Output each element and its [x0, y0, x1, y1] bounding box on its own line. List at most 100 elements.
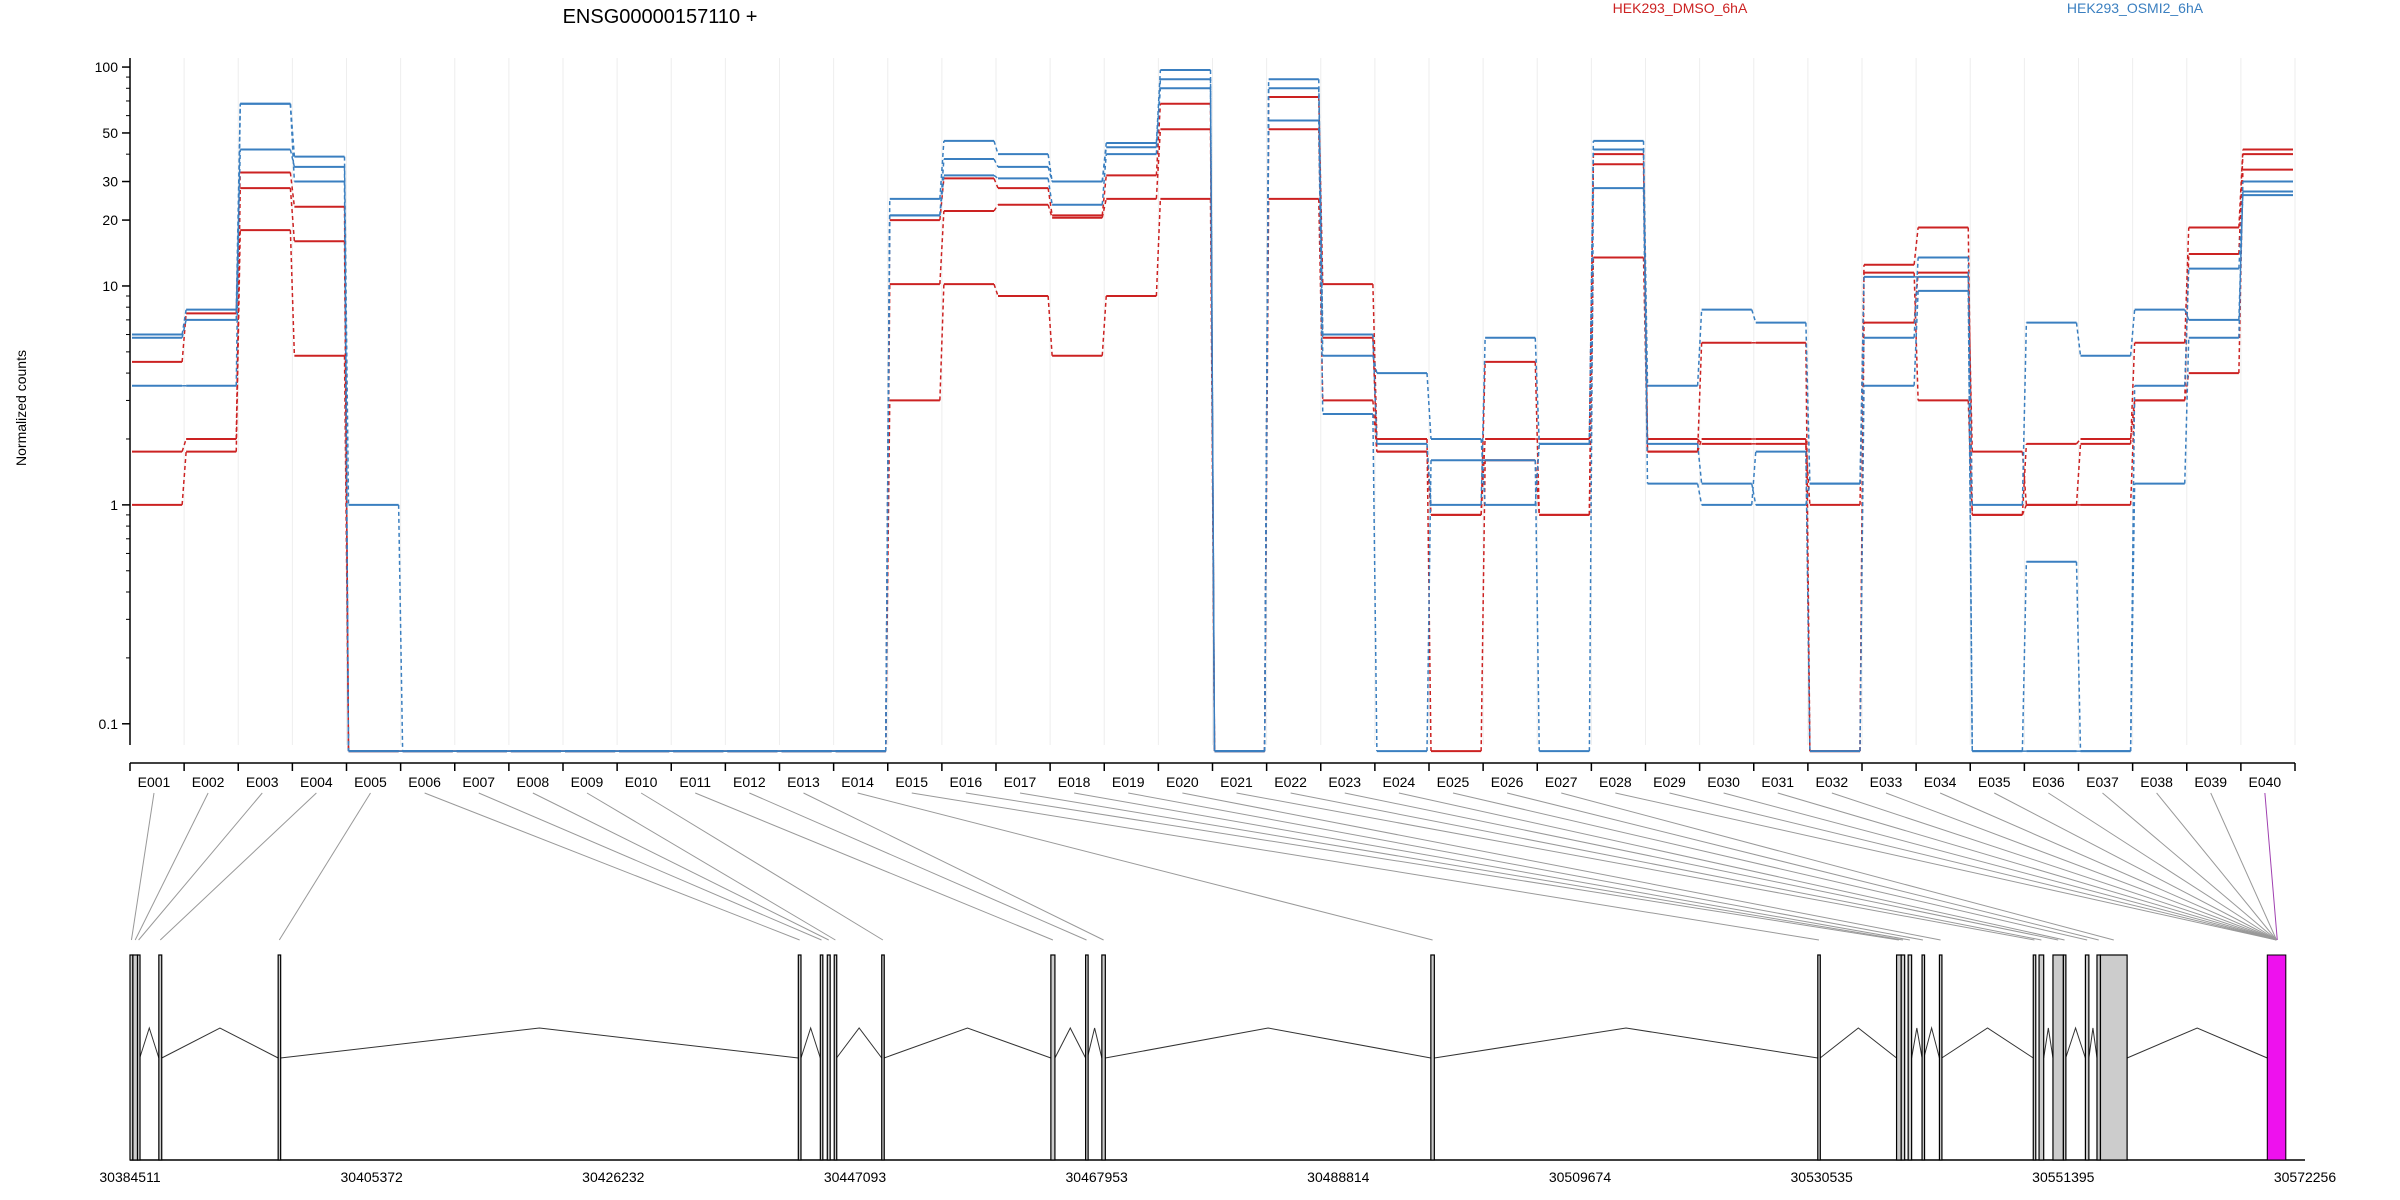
exon-connector-line [749, 792, 1087, 941]
exon-connector [343, 181, 350, 752]
intron [836, 1027, 883, 1059]
exon-connector [1101, 198, 1107, 218]
exon-connector [181, 438, 187, 452]
x-tick-label: E006 [408, 774, 441, 790]
x-tick-label: E011 [679, 774, 711, 790]
exon-connector [1534, 361, 1540, 515]
exon-connector [1913, 290, 1919, 386]
exon-connector [1372, 414, 1378, 752]
x-tick-label: E012 [733, 774, 766, 790]
exon-connector [993, 174, 999, 180]
intron [1819, 1027, 1897, 1059]
x-tick-label: E040 [2249, 774, 2282, 790]
x-tick-label: E013 [787, 774, 820, 790]
intron [1054, 1026, 1087, 1059]
x-tick-label: E027 [1545, 774, 1578, 790]
intron [280, 1027, 799, 1059]
exon-connector [885, 215, 891, 752]
exon-block [2084, 954, 2090, 1161]
exon-connector [939, 140, 945, 199]
exon-connector [1101, 154, 1107, 205]
exon-connector [1480, 361, 1486, 515]
exon-connector-line [1128, 792, 1924, 941]
x-tick-label: E023 [1328, 774, 1361, 790]
exon-connector [2238, 181, 2244, 338]
exon-block [1430, 954, 1435, 1161]
exon-connector-line [2048, 792, 2277, 941]
exon-connector [1967, 400, 1973, 515]
x-tick-label: E028 [1599, 774, 1632, 790]
exon-connector [289, 103, 296, 182]
genome-coordinate: 30488814 [1307, 1169, 1370, 1185]
exon-block [833, 954, 838, 1161]
x-tick-label: E020 [1166, 774, 1199, 790]
exon-connector [2075, 561, 2082, 752]
exon-connector [1751, 451, 1757, 505]
exon-connector [2184, 337, 2190, 484]
exon-block [2038, 954, 2045, 1161]
exon-connector [2075, 438, 2082, 445]
exon-connector [1155, 129, 1162, 199]
axes: 0.1 1 10 20 30 50 100 E001 E002 E003 E004 E005 E006 E… [95, 58, 2296, 790]
exon-connector [993, 140, 999, 155]
x-tick-label: E008 [517, 774, 550, 790]
exon-connector [1859, 385, 1865, 752]
genome-coordinate: 30467953 [1066, 1169, 1129, 1185]
legend-entry: HEK293_OSMI2_6hA [2067, 0, 2204, 16]
exon-block [1938, 954, 1943, 1161]
x-tick-label: E022 [1274, 774, 1307, 790]
x-tick-label: E025 [1437, 774, 1470, 790]
exon-connector [1263, 120, 1270, 752]
x-tick-label: E002 [192, 774, 225, 790]
exon-connector [1155, 103, 1162, 176]
exon-connector [1047, 166, 1053, 182]
genome-coordinate: 30530535 [1791, 1169, 1854, 1185]
intron [2043, 1027, 2054, 1059]
exon-connector [2129, 483, 2136, 752]
exon-connector [289, 188, 296, 242]
intron [1105, 1027, 1431, 1059]
x-tick-label: E038 [2140, 774, 2173, 790]
exon-connector-line [424, 792, 800, 941]
x-tick-label: E003 [246, 774, 279, 790]
x-tick-label: E039 [2194, 774, 2227, 790]
legend: HEK293_DMSO_6hA HEK293_OSMI2_6hA [1613, 0, 2204, 16]
x-tick-label: E021 [1220, 774, 1253, 790]
x-tick-label: E037 [2086, 774, 2119, 790]
exon-connector-line [857, 792, 1433, 941]
exon-connector-line [532, 792, 829, 941]
exon-connector-line [2102, 792, 2277, 941]
exon-connector [1805, 322, 1811, 484]
x-tick-label: E034 [1924, 774, 1957, 790]
exon-connector [1696, 309, 1703, 386]
legend-entry: HEK293_DMSO_6hA [1613, 0, 1748, 16]
exon-connector-line [1777, 792, 2277, 941]
exon-connector [1155, 198, 1162, 297]
exon-connector-line [586, 792, 836, 941]
exon-connector [1588, 149, 1595, 444]
y-tick-label: 10 [102, 278, 118, 294]
intron [800, 1026, 821, 1059]
exon-connector [1372, 334, 1378, 444]
exon-connector [1696, 483, 1703, 506]
intron [1911, 1027, 1923, 1059]
exon-connector [939, 284, 945, 401]
exon-connector [1696, 438, 1703, 452]
x-tick-label: E029 [1653, 774, 1686, 790]
exon-block [277, 954, 282, 1161]
exon-connector [1426, 443, 1432, 505]
exon-connector-line [803, 792, 1104, 941]
genome-coordinate: 30551395 [2032, 1169, 2095, 1185]
genome-coordinate: 30384511 [99, 1169, 160, 1185]
x-tick-label: E035 [1978, 774, 2011, 790]
exon-connector-line [1885, 792, 2277, 941]
exon-block [2052, 954, 2064, 1161]
exon-block [1907, 954, 1913, 1161]
exon-connectors [130, 792, 2278, 941]
exon-connector-line [278, 792, 371, 941]
exon-connector [1588, 188, 1595, 752]
exon-connector-line [1344, 792, 2059, 941]
exon-connector [289, 149, 296, 168]
exon-connector-line [1831, 792, 2277, 941]
intron [1434, 1027, 1818, 1059]
